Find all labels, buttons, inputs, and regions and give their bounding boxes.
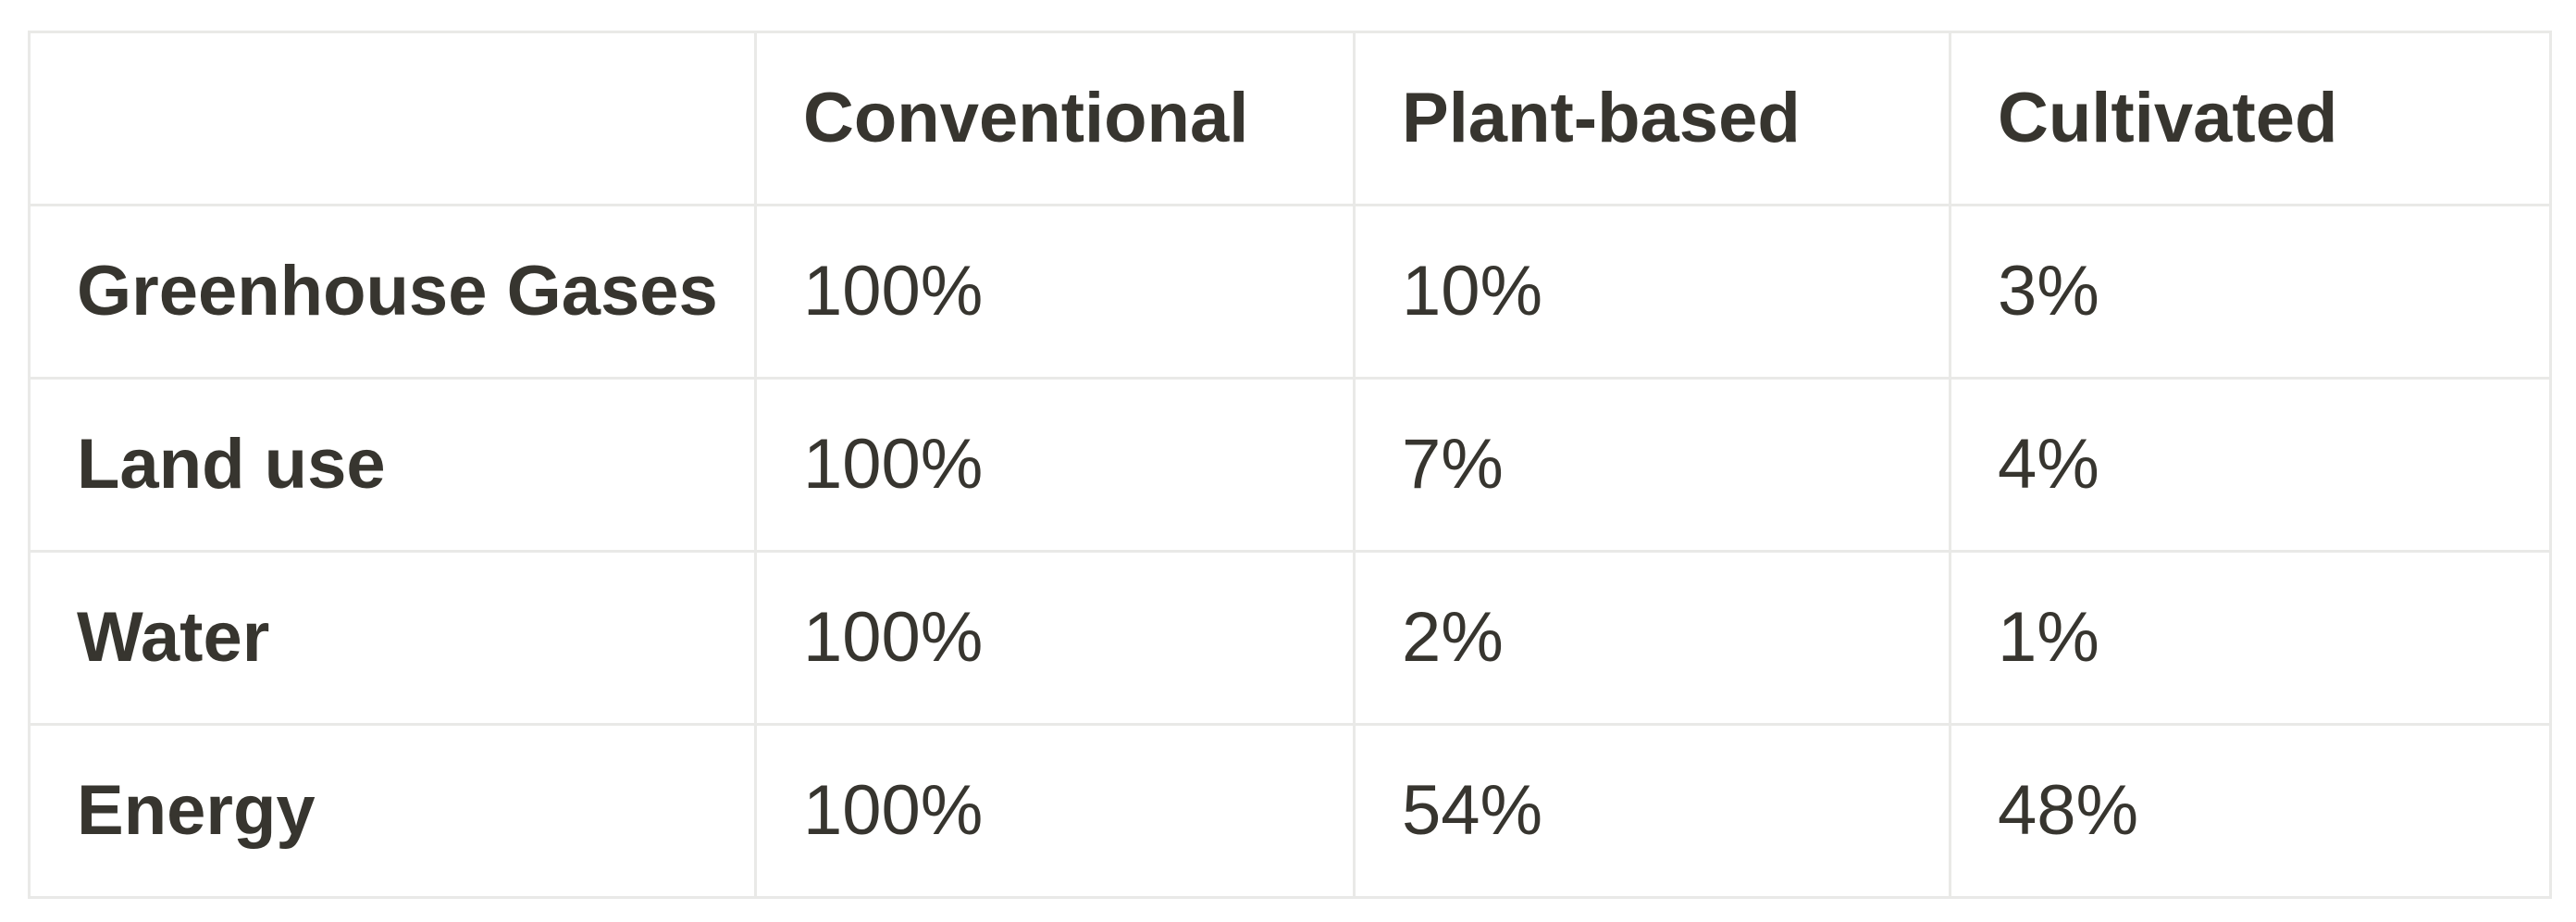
- comparison-table-container: Conventional Plant-based Cultivated Gree…: [28, 31, 2552, 899]
- row-label: Land use: [28, 377, 757, 553]
- table-cell: 7%: [1353, 377, 1951, 553]
- row-label: Water: [28, 550, 757, 726]
- table-row-energy: Energy 100% 54% 48%: [28, 723, 2552, 899]
- header-row: Conventional Plant-based Cultivated: [28, 31, 2552, 206]
- table-cell: 100%: [754, 204, 1356, 380]
- table-cell: 54%: [1353, 723, 1951, 899]
- table-row-land-use: Land use 100% 7% 4%: [28, 377, 2552, 553]
- table-row-greenhouse-gases: Greenhouse Gases 100% 10% 3%: [28, 204, 2552, 380]
- table-cell: 4%: [1949, 377, 2552, 553]
- table-cell: 3%: [1949, 204, 2552, 380]
- row-label: Greenhouse Gases: [28, 204, 757, 380]
- column-header-plant-based: Plant-based: [1353, 31, 1951, 206]
- table-cell: 10%: [1353, 204, 1951, 380]
- comparison-table: Conventional Plant-based Cultivated Gree…: [28, 31, 2552, 899]
- table-cell: 1%: [1949, 550, 2552, 726]
- table-row-water: Water 100% 2% 1%: [28, 550, 2552, 726]
- table-cell: 100%: [754, 723, 1356, 899]
- table-cell: 100%: [754, 377, 1356, 553]
- corner-cell: [28, 31, 757, 206]
- table-cell: 100%: [754, 550, 1356, 726]
- table-cell: 48%: [1949, 723, 2552, 899]
- column-header-cultivated: Cultivated: [1949, 31, 2552, 206]
- column-header-conventional: Conventional: [754, 31, 1356, 206]
- row-label: Energy: [28, 723, 757, 899]
- table-cell: 2%: [1353, 550, 1951, 726]
